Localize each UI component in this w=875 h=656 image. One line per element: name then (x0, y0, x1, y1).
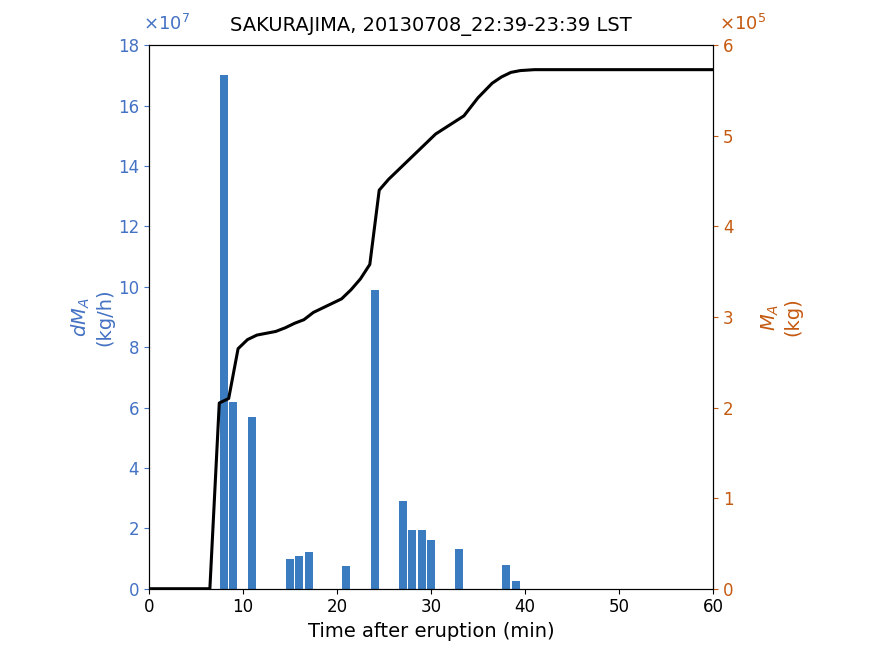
Bar (295, 556, 304, 588)
Bar (399, 501, 407, 588)
Bar (417, 530, 425, 588)
Bar (286, 558, 294, 588)
Bar (304, 552, 312, 588)
Bar (229, 401, 237, 588)
Bar (248, 417, 256, 588)
Text: $\times 10^5$: $\times 10^5$ (719, 14, 766, 34)
X-axis label: Time after eruption (min): Time after eruption (min) (308, 622, 554, 641)
Bar (512, 581, 520, 588)
Bar (455, 550, 463, 588)
Bar (370, 290, 379, 588)
Title: SAKURAJIMA, 20130708_22:39-23:39 LST: SAKURAJIMA, 20130708_22:39-23:39 LST (230, 17, 632, 36)
Text: $\times 10^7$: $\times 10^7$ (144, 14, 190, 34)
Bar (342, 566, 350, 588)
Text: $M_A$
(kg): $M_A$ (kg) (760, 298, 802, 337)
Bar (427, 541, 435, 588)
Bar (220, 75, 228, 588)
Text: $dM_A$
(kg/h): $dM_A$ (kg/h) (70, 288, 115, 346)
Bar (502, 565, 510, 588)
Bar (408, 530, 416, 588)
